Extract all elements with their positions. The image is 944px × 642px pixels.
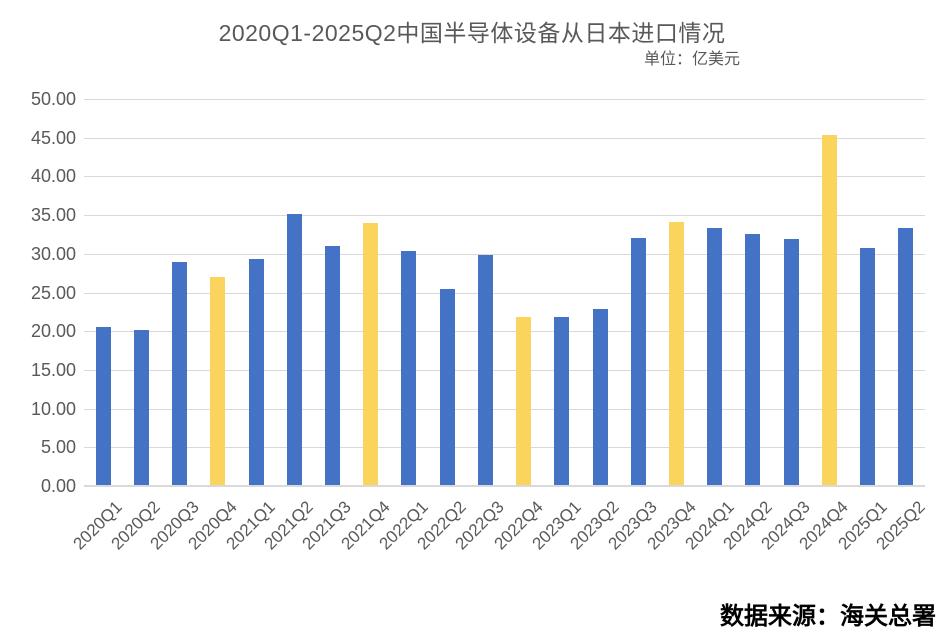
bar-2024Q2: [745, 233, 761, 486]
chart-title: 2020Q1-2025Q2中国半导体设备从日本进口情况: [218, 20, 726, 46]
gridline: [84, 99, 925, 100]
gridline: [84, 408, 925, 410]
gridline: [84, 331, 925, 333]
bar-2025Q1: [860, 248, 876, 486]
y-axis-tick-label: 50.00: [30, 89, 76, 109]
bar-2021Q2: [286, 213, 302, 486]
bar-2022Q1: [401, 251, 417, 486]
bar-2022Q3: [477, 255, 493, 486]
y-axis-tick-label: 15.00: [30, 359, 76, 380]
gridline: [84, 253, 925, 255]
bar-2024Q4: [821, 135, 837, 486]
bar-2021Q1: [248, 259, 264, 486]
bar-2022Q2: [439, 289, 455, 486]
bar-2023Q2: [592, 308, 608, 486]
bar-2023Q3: [630, 238, 646, 486]
y-axis-tick-label: 25.00: [30, 282, 76, 303]
y-axis-tick-label: 0.00: [40, 476, 76, 496]
gridline: [84, 292, 925, 294]
bar-2020Q2: [133, 329, 149, 486]
x-axis-line: [84, 485, 925, 487]
bar-2022Q4: [516, 316, 532, 486]
bar-2020Q1: [95, 327, 111, 486]
y-axis-tick-label: 20.00: [30, 321, 76, 342]
data-source-label: 数据来源：海关总署: [720, 603, 936, 630]
plot-area: [84, 99, 925, 487]
bar-2020Q4: [210, 277, 226, 486]
chart-unit-label: 单位：亿美元: [643, 51, 740, 68]
bar-2023Q1: [554, 316, 570, 486]
gridline: [84, 369, 925, 371]
y-axis-tick-label: 35.00: [30, 205, 76, 226]
bar-2023Q4: [669, 222, 685, 486]
y-axis-tick-label: 30.00: [30, 243, 76, 264]
gridline: [84, 215, 925, 217]
y-axis-tick-label: 5.00: [40, 437, 76, 458]
y-axis-tick-label: 40.00: [30, 166, 76, 187]
bar-2024Q3: [783, 239, 799, 486]
bar-2024Q1: [707, 228, 723, 486]
gridline: [84, 176, 925, 178]
bar-2021Q3: [324, 246, 340, 486]
bar-2025Q2: [898, 228, 914, 486]
bar-2021Q4: [363, 222, 379, 486]
y-axis-tick-label: 10.00: [30, 398, 76, 419]
y-axis-tick-label: 45.00: [30, 127, 76, 148]
gridline: [84, 447, 925, 449]
bar-2020Q3: [172, 261, 188, 486]
gridline: [84, 137, 925, 139]
